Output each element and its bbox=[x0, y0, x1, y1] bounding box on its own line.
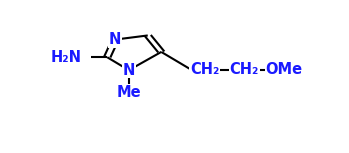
Text: OMe: OMe bbox=[265, 62, 302, 77]
Text: N: N bbox=[109, 32, 121, 47]
Text: Me: Me bbox=[117, 85, 141, 100]
Text: N: N bbox=[122, 63, 135, 78]
Text: H₂N: H₂N bbox=[51, 50, 82, 65]
Text: CH₂: CH₂ bbox=[230, 62, 259, 77]
Text: CH₂: CH₂ bbox=[190, 62, 219, 77]
